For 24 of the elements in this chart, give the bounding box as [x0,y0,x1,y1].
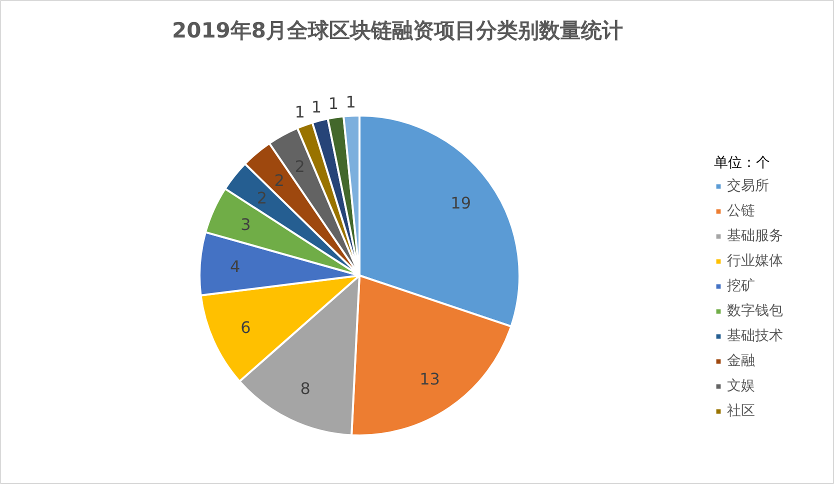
legend-label: 金融 [727,352,755,370]
data-label: 1 [294,102,305,122]
legend-label: 交易所 [727,177,769,195]
legend-label: 数字钱包 [727,302,783,320]
legend-label: 文娱 [727,377,755,395]
chart-title: 2019年8月全球区块链融资项目分类别数量统计 [172,18,624,42]
data-label: 3 [240,215,251,234]
legend-label: 基础服务 [727,227,783,245]
legend-label: 挖矿 [727,277,755,295]
data-label: 2 [274,170,284,190]
data-label: 1 [346,92,356,112]
data-label: 13 [420,370,440,389]
legend-title: 单位：个 [714,154,771,172]
legend-label: 行业媒体 [727,252,783,270]
data-label: 19 [450,194,472,213]
data-label: 4 [230,257,240,276]
data-label: 2 [256,188,268,208]
legend-label: 社区 [727,402,755,420]
data-label: 8 [300,378,310,398]
data-label: 1 [328,94,339,114]
data-label: 1 [311,97,322,116]
legend-label: 公链 [727,202,755,220]
data-label: 6 [240,318,251,337]
legend-label: 基础技术 [727,327,783,345]
